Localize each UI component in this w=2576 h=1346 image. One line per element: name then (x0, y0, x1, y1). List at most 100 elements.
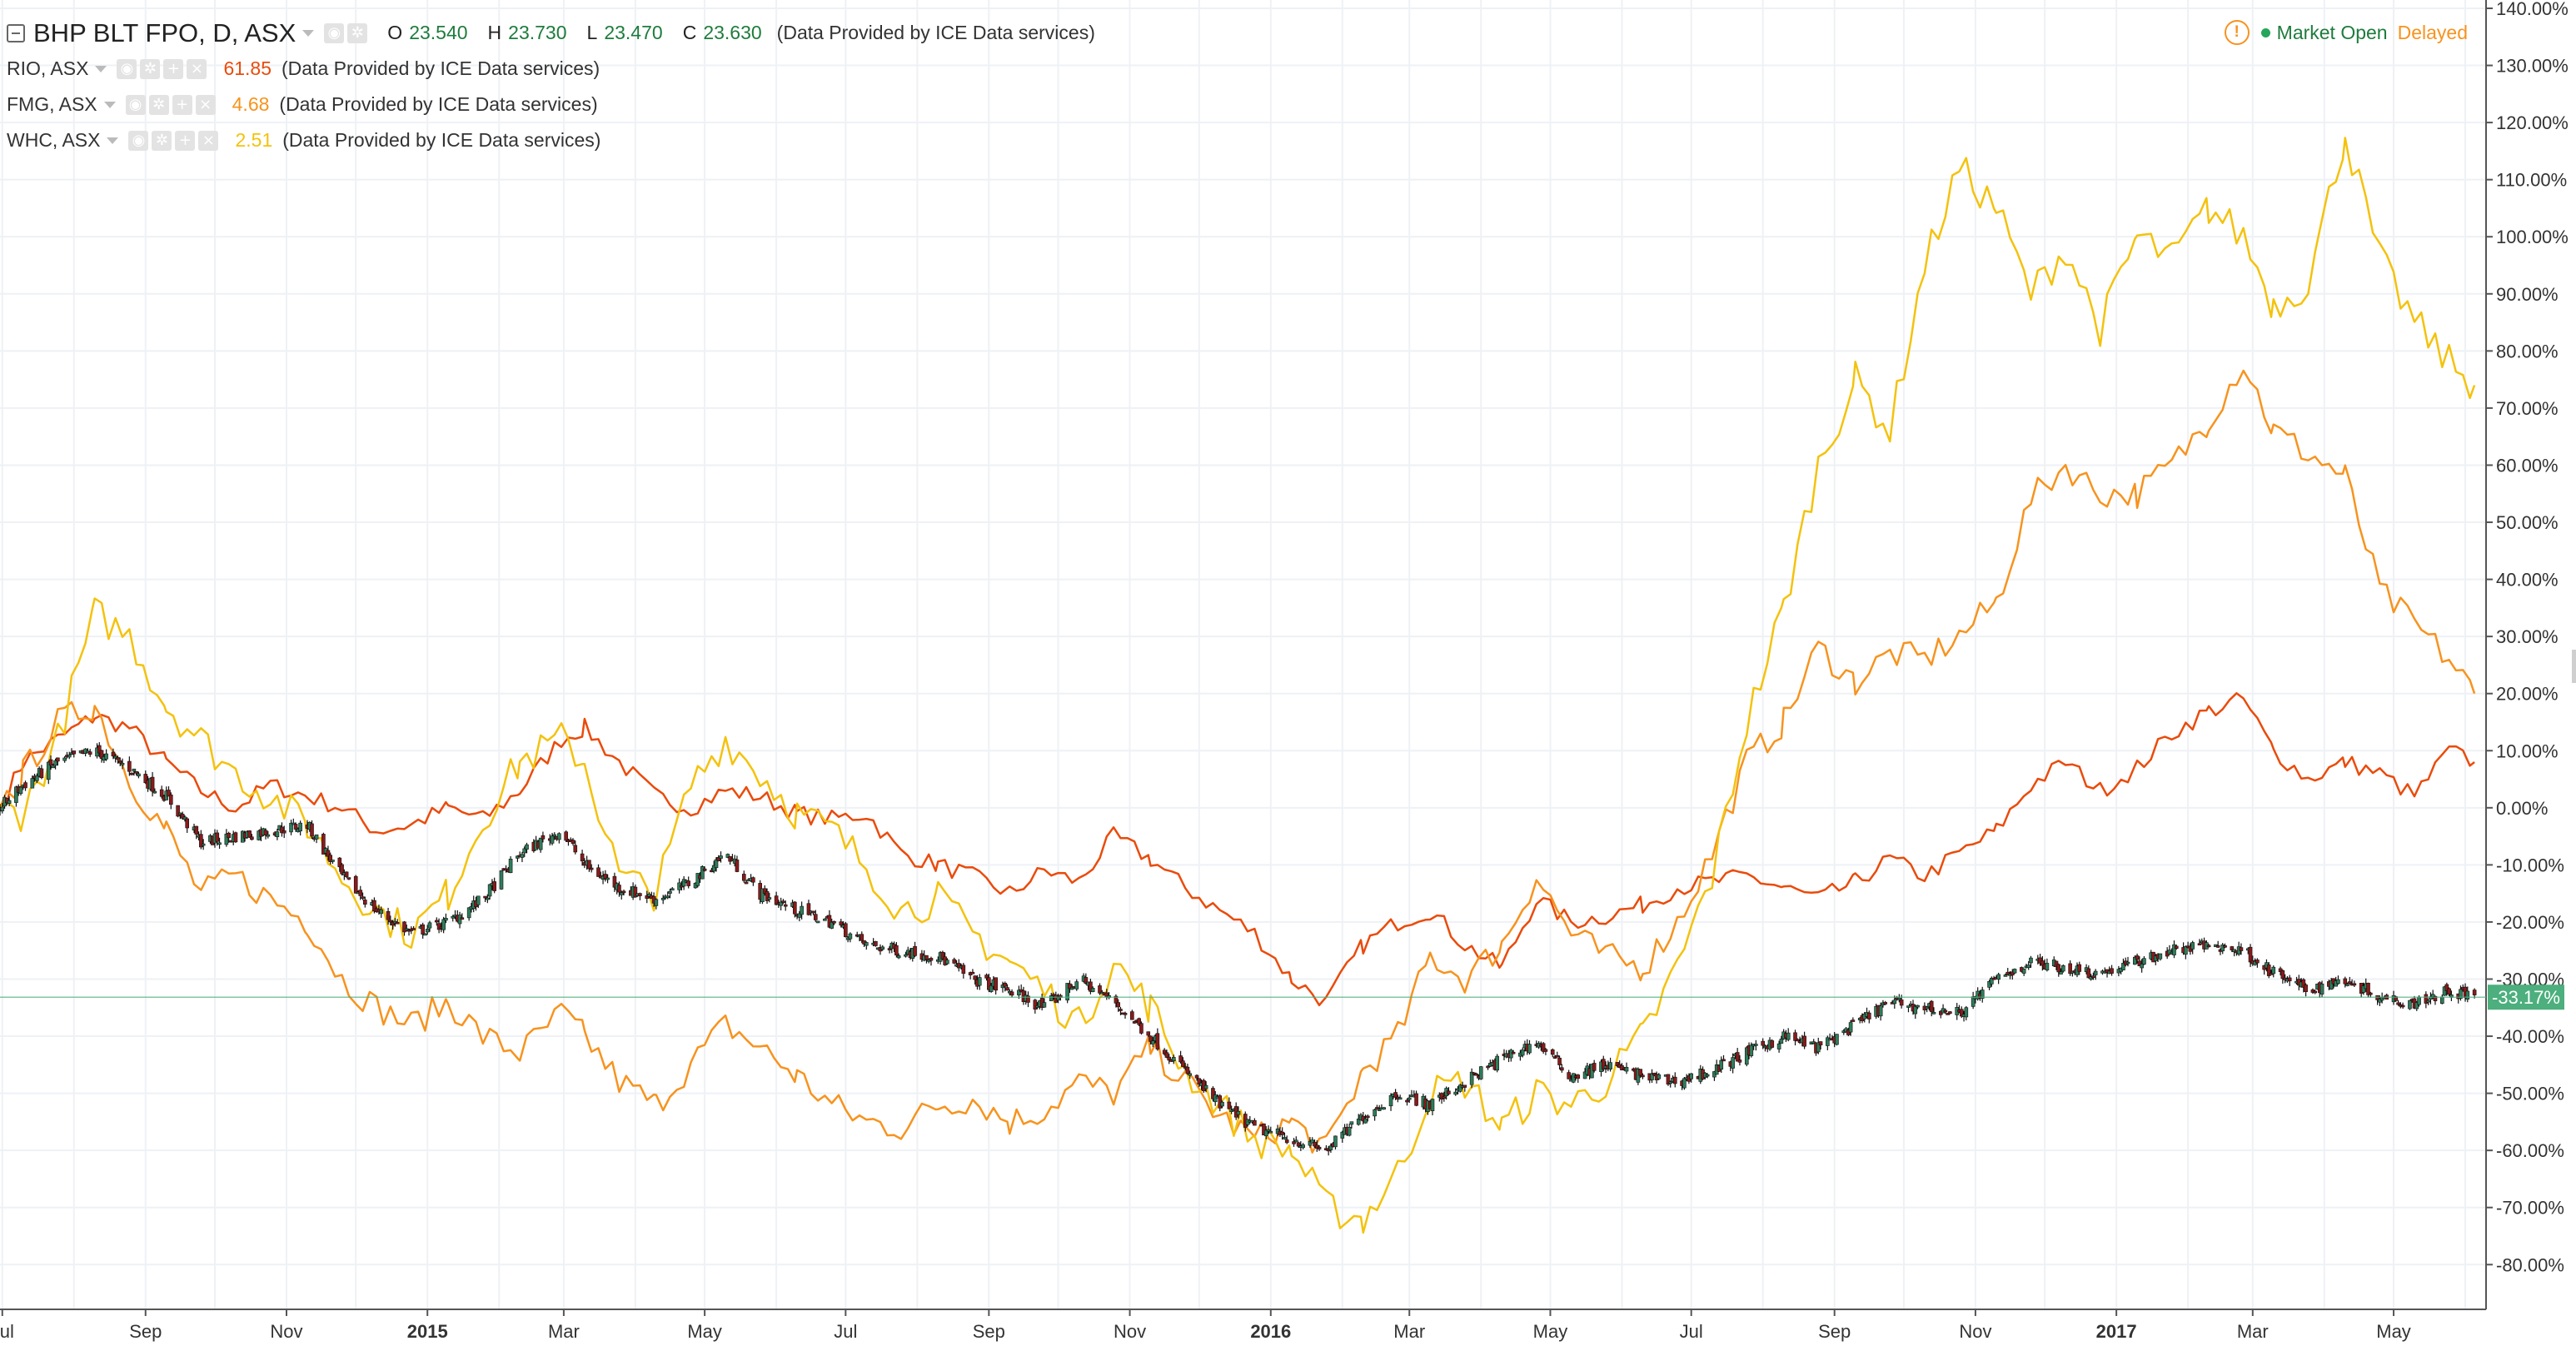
main-symbol-title[interactable]: BHP BLT FPO, D, ASX (33, 17, 296, 47)
candle-body (2005, 971, 2010, 975)
candle-body (2197, 943, 2202, 946)
plus-icon[interactable]: + (175, 130, 196, 151)
plus-icon[interactable]: + (172, 94, 192, 115)
candle-body (1211, 1088, 1215, 1099)
candle-body (275, 831, 280, 838)
candle-body (2026, 965, 2031, 968)
x-tick-label: May (687, 1321, 722, 1342)
candle-body (813, 914, 818, 920)
candle-body (1442, 1096, 1447, 1099)
compare-symbol-fmg[interactable]: FMG, ASX (7, 93, 97, 115)
gear-icon[interactable]: ✲ (347, 22, 368, 43)
candle-body (1996, 974, 2001, 980)
candle-body (2304, 985, 2308, 992)
chevron-down-icon[interactable] (103, 101, 116, 108)
candle-body (1310, 1139, 1315, 1144)
candle-body (1916, 1005, 1920, 1008)
close-icon[interactable]: × (195, 94, 216, 115)
candle-body (344, 871, 349, 877)
candle-body (864, 942, 869, 946)
market-open-dot-icon (2260, 27, 2270, 37)
gear-icon[interactable]: ✲ (140, 58, 161, 79)
chevron-down-icon[interactable] (107, 137, 119, 144)
close-icon[interactable]: × (198, 130, 219, 151)
candle-body (2417, 996, 2421, 1005)
candle-body (1263, 1129, 1268, 1137)
candle-body (2021, 968, 2026, 974)
candle-body (358, 890, 363, 896)
candle-body (117, 760, 122, 764)
candle-body (2343, 978, 2348, 985)
candle-body (1236, 1111, 1241, 1115)
candle-body (1878, 1005, 1883, 1017)
candle-body (2038, 957, 2042, 964)
gear-icon[interactable]: ✲ (148, 94, 169, 115)
candle-body (87, 751, 92, 755)
y-tick-label: -10.00% (2496, 855, 2564, 875)
candle-body (1340, 1131, 1345, 1139)
price-scale-scroll-handle[interactable] (2572, 650, 2576, 683)
compare-symbol-rio[interactable]: RIO, ASX (7, 57, 89, 79)
candle-body (2313, 990, 2318, 994)
candle-body (1615, 1062, 1620, 1066)
candle-body (1705, 1074, 1710, 1077)
candle-body (1146, 1031, 1151, 1036)
candle-body (2345, 984, 2349, 986)
chevron-down-icon[interactable] (95, 65, 107, 72)
candle-body (1185, 1066, 1190, 1074)
candle-body (621, 890, 626, 894)
candle-body (372, 900, 376, 912)
collapse-legend-icon[interactable] (7, 23, 25, 42)
close-icon[interactable]: × (187, 58, 207, 79)
candle-body (541, 835, 546, 840)
candle-body (945, 960, 949, 965)
candle-body (1737, 1059, 1742, 1063)
candle-body (880, 946, 885, 950)
candle-body (2433, 995, 2438, 1002)
candle-body (1511, 1051, 1516, 1054)
candle-body (152, 790, 157, 794)
candle-body (2056, 964, 2061, 973)
candle-body (476, 895, 481, 905)
gear-icon[interactable]: ✲ (152, 130, 172, 151)
candle-body (1802, 1035, 1806, 1047)
candle-body (2054, 960, 2059, 967)
candle-body (2003, 975, 2008, 977)
candle-body (832, 920, 836, 924)
candle-body (1197, 1078, 1202, 1084)
candle-body (178, 812, 182, 815)
chevron-down-icon[interactable] (302, 29, 315, 37)
compare-symbol-whc[interactable]: WHC, ASX (7, 129, 101, 151)
eye-icon[interactable]: ◉ (324, 22, 345, 43)
candle-body (120, 762, 125, 765)
candle-body (1363, 1118, 1368, 1124)
candle-body (1590, 1064, 1594, 1079)
candle-body (435, 920, 439, 923)
candle-body (781, 900, 785, 904)
legend-main-row: BHP BLT FPO, D, ASX ◉ ✲ O 23.540 H 23.73… (7, 15, 1095, 51)
candle-body (1668, 1081, 1673, 1084)
candle-body (1405, 1099, 1409, 1103)
candle-body (1296, 1142, 1301, 1147)
eye-icon[interactable]: ◉ (128, 130, 149, 151)
series-line-fmg (0, 369, 2476, 1154)
candle-body (1576, 1074, 1581, 1079)
eye-icon[interactable]: ◉ (125, 94, 146, 115)
candle-body (984, 975, 989, 979)
candle-body (201, 843, 206, 846)
candle-body (167, 790, 171, 797)
candle-body (62, 757, 67, 761)
market-status: ! Market Open Delayed (2224, 20, 2468, 45)
candle-body (143, 774, 148, 784)
candle-body (321, 834, 326, 855)
candle-body (1457, 1084, 1462, 1092)
candle-body (1262, 1123, 1266, 1136)
x-tick-label: Nov (1959, 1321, 1991, 1342)
candle-body (2352, 983, 2357, 986)
alert-icon[interactable]: ! (2224, 20, 2250, 45)
y-tick-label: -40.00% (2496, 1026, 2564, 1047)
plus-icon[interactable]: + (163, 58, 184, 79)
candle-body (1268, 1130, 1273, 1134)
eye-icon[interactable]: ◉ (117, 58, 137, 79)
